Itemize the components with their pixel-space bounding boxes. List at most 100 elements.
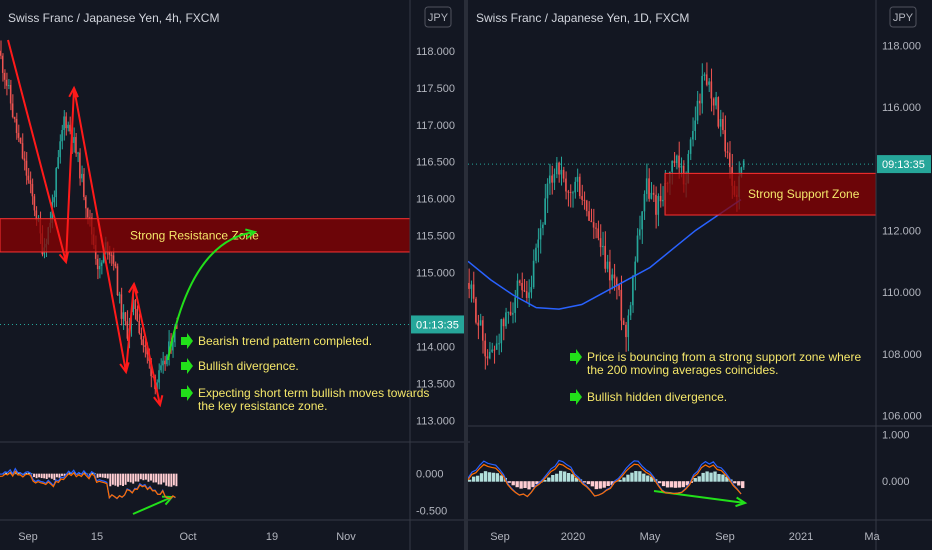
candle-body: [477, 322, 480, 326]
time-tick-label: Ma: [864, 531, 880, 543]
zigzag-arrowhead: [153, 395, 164, 408]
left-time-axis[interactable]: Sep 15 Oct 19 Nov: [18, 531, 356, 543]
candle-body: [108, 251, 111, 255]
candle-body: [69, 124, 71, 132]
candle-body: [140, 333, 142, 340]
candle-body: [172, 342, 174, 351]
candle-body: [678, 155, 680, 168]
histogram-bar: [139, 473, 142, 480]
candle-body: [118, 294, 121, 296]
left-chart-pane[interactable]: Strong Resistance Zone Bearish trend pat…: [0, 0, 470, 550]
candle-body: [33, 196, 36, 211]
candle-body: [546, 183, 549, 199]
candle-body: [710, 81, 713, 99]
candle-body: [1, 55, 4, 73]
histogram-bar: [38, 473, 41, 478]
histogram-bar: [566, 472, 571, 482]
histogram-bar: [68, 472, 71, 475]
note-text-line: Bullish hidden divergence.: [587, 390, 727, 404]
candle-body: [505, 312, 507, 327]
histogram-bar: [737, 481, 741, 486]
histogram-bar: [96, 473, 99, 478]
candle-body: [23, 158, 26, 161]
candle-body: [590, 220, 593, 223]
candle-body: [160, 365, 162, 371]
histogram-bar: [499, 475, 504, 482]
histogram-bar: [606, 481, 610, 486]
right-timer-label: 09:13:35: [882, 159, 925, 171]
price-tick-label: 114.000: [416, 342, 455, 354]
candle-body: [567, 191, 570, 193]
candle-body: [162, 360, 164, 366]
histogram-bar: [677, 481, 682, 488]
candle-body: [518, 280, 521, 283]
right-time-axis[interactable]: Sep 2020 May Sep 2021 Ma: [490, 531, 880, 543]
histogram-bar: [471, 476, 476, 482]
candle-body: [144, 345, 146, 347]
histogram-bar: [618, 479, 622, 482]
time-tick-label: Nov: [336, 531, 356, 543]
candle-body: [572, 192, 574, 194]
histogram-bar: [94, 473, 97, 475]
histogram-bar: [81, 473, 84, 475]
divergence-line: [132, 496, 173, 515]
candle-body: [491, 349, 493, 352]
candle-body: [652, 192, 655, 195]
candle-body: [9, 84, 12, 104]
histogram-bar: [642, 473, 646, 482]
histogram-bar: [661, 481, 666, 487]
note-text-line: the 200 moving averages coincides.: [587, 363, 778, 377]
candle-body: [479, 320, 482, 326]
left-oscillator: [0, 467, 178, 500]
left-price-axis[interactable]: 118.000 117.500 117.000 116.500 116.000 115.5…: [0, 0, 470, 550]
histogram-bar: [574, 477, 579, 482]
candle-body: [470, 284, 473, 289]
right-price-axis[interactable]: 118.000116.000114.000112.000110.000108.0…: [468, 0, 932, 550]
candle-body: [717, 97, 720, 127]
note-text-line: Expecting short term bullish moves towar…: [198, 386, 429, 400]
histogram-bar: [17, 473, 20, 475]
price-tick-label: 116.000: [416, 194, 455, 206]
candle-body: [585, 200, 588, 212]
histogram-bar: [709, 472, 713, 482]
candle-body: [588, 211, 590, 221]
price-tick-label: 113.000: [416, 416, 455, 428]
candle-body: [98, 265, 101, 270]
right-currency-label: JPY: [893, 12, 914, 24]
zigzag-arrowhead: [127, 281, 139, 294]
histogram-bar: [543, 479, 547, 482]
note-text-line: the key resistance zone.: [198, 399, 327, 413]
note-text-line: Price is bouncing from a strong support …: [587, 350, 861, 364]
candle-body: [583, 199, 586, 201]
left-currency-badge[interactable]: JPY: [424, 6, 452, 28]
candle-body: [662, 199, 664, 202]
candle-body: [553, 174, 556, 183]
histogram-bar: [101, 473, 104, 478]
histogram-bar: [91, 472, 94, 475]
candle-body: [742, 160, 745, 168]
left-timer-label: 01:13:35: [416, 319, 459, 331]
right-chart-pane[interactable]: Strong Support Zone Price is bouncing fr…: [467, 0, 932, 550]
note-bullet-icon: [181, 333, 193, 349]
left-timer-box: [411, 315, 465, 334]
histogram-bar: [122, 473, 124, 486]
candle-body: [615, 278, 618, 286]
histogram-bar: [25, 472, 28, 475]
time-tick-label: May: [640, 531, 661, 543]
zigzag-arrowhead: [68, 85, 79, 98]
histogram-bar: [681, 481, 686, 488]
histogram-bar: [170, 473, 173, 487]
candle-body: [81, 173, 83, 179]
histogram-bar: [144, 473, 147, 480]
candle-body: [67, 124, 69, 129]
histogram-bar: [55, 473, 58, 478]
histogram-bar: [58, 473, 61, 478]
candle-body: [502, 319, 505, 327]
histogram-bar: [40, 473, 43, 479]
histogram-bar: [650, 476, 654, 482]
candle-body: [740, 167, 743, 177]
right-currency-badge[interactable]: JPY: [889, 6, 917, 28]
candle-body: [535, 247, 537, 261]
histogram-bar: [555, 473, 559, 482]
histogram-bar: [519, 481, 523, 489]
